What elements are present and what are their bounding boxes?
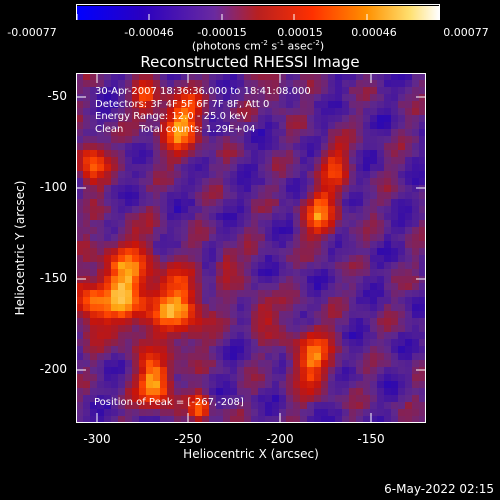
- colorbar: [76, 4, 440, 20]
- colorbar-gradient: [77, 6, 439, 20]
- solar-image: [76, 73, 426, 423]
- date-stamp: 6-May-2022 02:15: [384, 482, 494, 496]
- colorbar-units: (photons cm-2 s-1 asec-2): [191, 39, 325, 53]
- clean-total-counts: Clean Total counts: 1.29E+04: [95, 123, 256, 135]
- y-axis-label: Heliocentric Y (arcsec): [13, 180, 27, 316]
- energy-range: Energy Range: 12.0 - 25.0 keV: [95, 111, 248, 122]
- x-tick-label: -200: [266, 432, 294, 446]
- detectors: Detectors: 3F 4F 5F 6F 7F 8F, Att 0: [95, 98, 270, 110]
- colorbar-ticks: [76, 14, 440, 20]
- peak-position: Position of Peak = [-267,-208]: [94, 397, 244, 408]
- colorbar-tick-label: -0.00077: [7, 26, 57, 39]
- x-axis-label: Heliocentric X (arcsec): [183, 447, 319, 461]
- y-tick-label: -200: [39, 362, 67, 376]
- y-tick-label: -100: [39, 180, 67, 194]
- colorbar-tick-label: 0.00077: [443, 26, 489, 39]
- time-range: 30-Apr-2007 18:36:36.000 to 18:41:08.000: [95, 86, 311, 97]
- colorbar-tick-label: -0.00015: [197, 26, 247, 39]
- colorbar-tick-label: 0.00015: [277, 26, 323, 39]
- colorbar-tick-label: -0.00046: [124, 26, 174, 39]
- y-tick-label: -50: [47, 89, 67, 103]
- y-tick-label: -150: [39, 271, 67, 285]
- colorbar-tick-label: 0.00046: [351, 26, 397, 39]
- x-tick-label: -250: [174, 432, 202, 446]
- x-tick-label: -300: [83, 432, 111, 446]
- heatmap-canvas: [76, 73, 426, 423]
- plot-title: Reconstructed RHESSI Image: [140, 53, 360, 71]
- observation-info: 30-Apr-2007 18:36:36.000 to 18:41:08.000…: [95, 86, 311, 136]
- x-tick-label: -150: [357, 432, 385, 446]
